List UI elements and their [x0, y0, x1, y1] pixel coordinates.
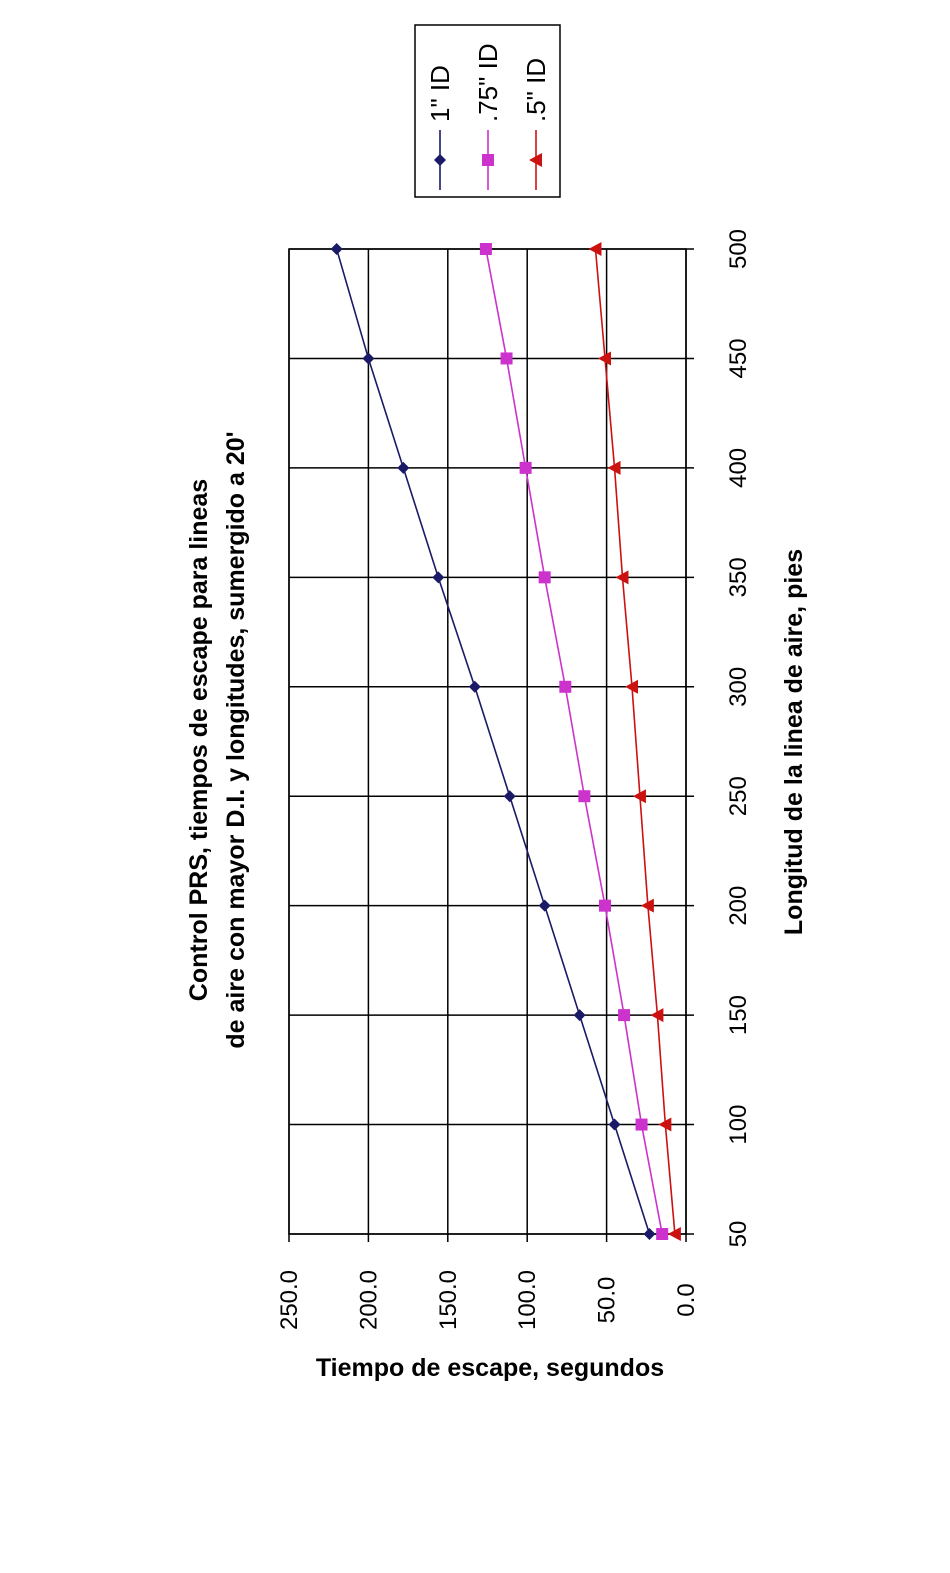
y-tick-label: 50.0: [594, 1277, 621, 1324]
x-tick-label: 150: [725, 995, 752, 1035]
data-point-0-5: [468, 680, 481, 693]
y-tick-label: 150.0: [435, 1270, 462, 1330]
y-axis-title: Tiempo de escape, segundos: [316, 1354, 664, 1382]
plot-border: [288, 248, 687, 1235]
x-tick-label: 350: [725, 557, 752, 597]
data-point-0-0: [643, 1228, 656, 1240]
legend-label-1: .75" ID: [473, 43, 503, 122]
data-point-0-6: [432, 571, 445, 584]
x-axis-title: Longitud de la linea de aire, pies: [780, 549, 808, 935]
data-point-2-4: [632, 789, 646, 804]
legend-label-0: 1" ID: [425, 65, 455, 122]
data-point-1-4: [578, 790, 591, 803]
legend-marker-0: [434, 154, 446, 166]
x-tick-label: 300: [725, 667, 752, 707]
legend: 1" ID .75" ID .5" ID: [414, 24, 561, 198]
data-point-2-6: [615, 570, 629, 585]
x-tick-label: 400: [725, 448, 752, 488]
legend-marker-1: [482, 154, 494, 166]
x-tick-label: 500: [725, 229, 752, 269]
data-point-0-2: [573, 1009, 586, 1022]
y-tick-label: 200.0: [355, 1270, 382, 1330]
x-tick-label: 450: [725, 338, 752, 378]
chart-title-line-1: Control PRS, tiempos de escape para line…: [185, 479, 213, 1001]
data-point-1-1: [635, 1118, 648, 1131]
data-point-2-2: [650, 1008, 664, 1023]
data-point-0-3: [538, 899, 551, 912]
data-point-1-2: [618, 1009, 631, 1022]
data-point-1-9: [479, 243, 492, 255]
x-tick-label: 200: [725, 886, 752, 926]
y-tick-label: 100.0: [514, 1270, 541, 1330]
series-line-1: [485, 248, 663, 1235]
legend-label-2: .5" ID: [521, 58, 551, 122]
data-point-0-1: [608, 1118, 621, 1131]
series-line-0: [335, 248, 651, 1235]
data-point-1-5: [559, 680, 572, 693]
x-tick-label: 250: [725, 776, 752, 816]
y-tick-label: 0.0: [673, 1283, 700, 1316]
data-point-1-7: [519, 461, 532, 474]
series-line-2: [594, 248, 676, 1235]
x-tick-label: 100: [725, 1105, 752, 1145]
data-point-2-3: [640, 898, 654, 913]
data-point-2-1: [658, 1117, 672, 1132]
data-point-2-0: [667, 1227, 681, 1241]
data-point-1-3: [599, 899, 612, 912]
data-point-1-8: [500, 352, 513, 365]
x-tick-label: 50: [725, 1221, 752, 1248]
y-tick-label: 250.0: [276, 1270, 303, 1330]
data-point-0-8: [362, 352, 375, 365]
data-point-2-5: [625, 679, 639, 694]
data-point-0-4: [503, 790, 516, 803]
data-point-0-9: [330, 243, 343, 255]
chart-title-line-2: de aire con mayor D.I. y longitudes, sum…: [222, 431, 250, 1048]
data-point-2-9: [588, 242, 602, 256]
data-point-1-0: [656, 1228, 669, 1240]
data-point-1-6: [538, 571, 551, 584]
legend-marker-2: [529, 153, 542, 167]
plot-area: 0.0 50.0 100.0 150.0 200.0 250.0 50 100 150 200 25…: [276, 229, 752, 1330]
data-point-2-7: [607, 460, 621, 475]
data-point-2-8: [598, 351, 612, 366]
data-point-0-7: [397, 461, 410, 474]
